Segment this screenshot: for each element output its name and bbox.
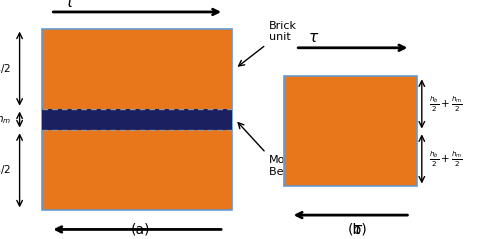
- Text: $h_m$: $h_m$: [0, 113, 11, 126]
- Text: $\frac{h_b}{2}+\frac{h_m}{2}$: $\frac{h_b}{2}+\frac{h_m}{2}$: [428, 94, 462, 114]
- Text: $\tau$: $\tau$: [308, 30, 320, 45]
- Bar: [42, 29, 232, 210]
- Text: $\frac{h_b}{2}+\frac{h_m}{2}$: $\frac{h_b}{2}+\frac{h_m}{2}$: [428, 149, 462, 169]
- Text: $\tau$: $\tau$: [352, 222, 363, 237]
- Text: $h_b/2$: $h_b/2$: [0, 163, 11, 177]
- Bar: [42, 109, 232, 130]
- Bar: [284, 76, 417, 186]
- Text: $h_b/2$: $h_b/2$: [0, 62, 11, 76]
- Text: $\tau$: $\tau$: [140, 237, 151, 239]
- Text: $\tau$: $\tau$: [64, 0, 76, 10]
- Text: (b): (b): [348, 223, 368, 237]
- Text: Brick
unit: Brick unit: [269, 21, 297, 42]
- Text: (a): (a): [130, 223, 150, 237]
- Text: Mortar
Bed joint: Mortar Bed joint: [269, 155, 318, 177]
